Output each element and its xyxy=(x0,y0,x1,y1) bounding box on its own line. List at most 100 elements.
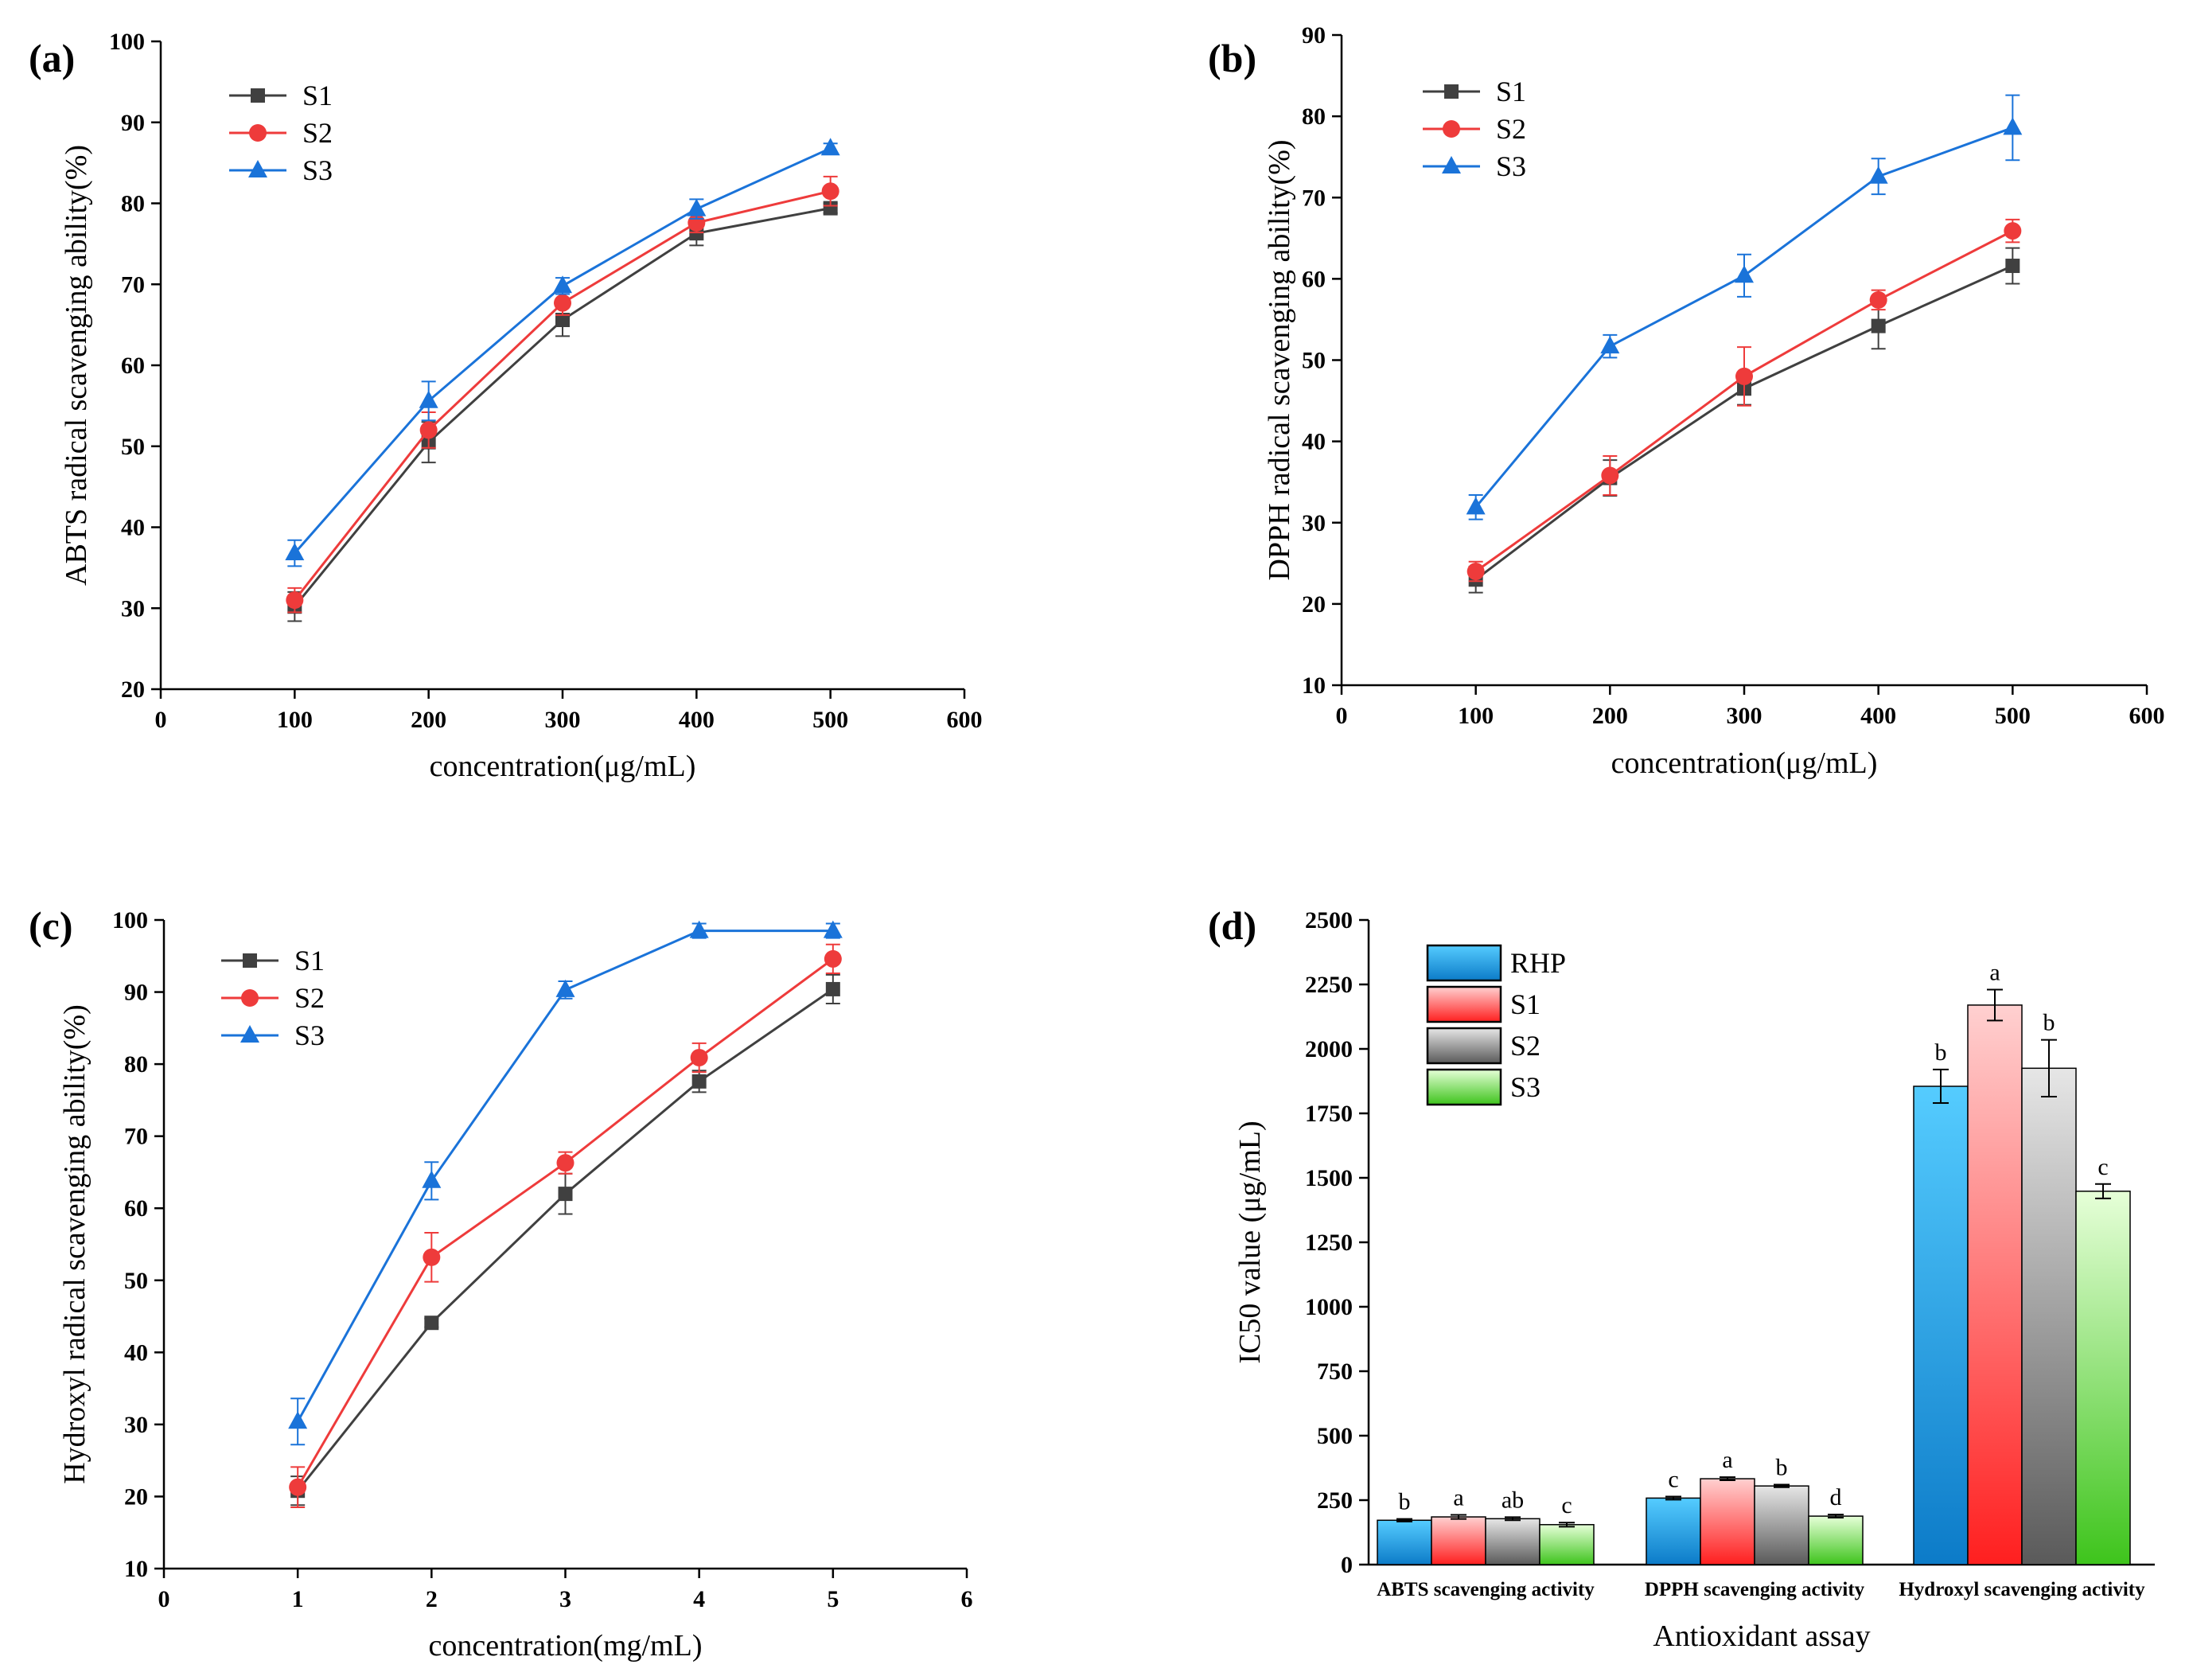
legend-label-s2: S2 xyxy=(1496,113,1526,145)
legend-marker-s2 xyxy=(249,124,267,142)
x-tick-label: 6 xyxy=(961,1586,973,1612)
legend-marker-s2 xyxy=(241,989,259,1007)
significance-letter: b xyxy=(1935,1039,1947,1066)
data-point-s3 xyxy=(1466,497,1486,515)
bar-s1 xyxy=(1700,1478,1755,1565)
legend-label-rhp: RHP xyxy=(1510,947,1566,979)
legend-swatch-s2 xyxy=(1426,1027,1502,1065)
data-point-s3 xyxy=(687,198,707,216)
legend-label-s3: S3 xyxy=(302,154,333,186)
legend-swatch-s3 xyxy=(1426,1068,1502,1106)
data-point-s1 xyxy=(558,1187,573,1202)
x-tick-label: 5 xyxy=(827,1586,839,1612)
y-tick-label: 30 xyxy=(124,1412,148,1438)
panel-label-c: (c) xyxy=(29,903,73,948)
y-tick-label: 20 xyxy=(121,676,145,703)
category-label: Hydroxyl scavenging activity xyxy=(1899,1579,2145,1600)
x-tick-label: 400 xyxy=(679,707,715,733)
y-tick-label: 80 xyxy=(1302,103,1326,130)
bar-s2 xyxy=(1485,1518,1540,1565)
y-tick-label: 1250 xyxy=(1305,1230,1353,1256)
bar-s1 xyxy=(1431,1516,1486,1565)
data-point-s2 xyxy=(1735,367,1753,385)
x-tick-label: 300 xyxy=(545,707,581,733)
y-axis-title: ABTS radical scavenging ability(%) xyxy=(60,145,93,586)
y-tick-label: 40 xyxy=(1302,429,1326,455)
y-tick-label: 2500 xyxy=(1305,907,1353,934)
y-tick-label: 2000 xyxy=(1305,1036,1353,1062)
x-tick-label: 400 xyxy=(1860,703,1896,729)
y-tick-label: 250 xyxy=(1317,1487,1353,1514)
data-point-s1 xyxy=(825,981,840,996)
y-tick-label: 500 xyxy=(1317,1423,1353,1449)
x-tick-label: 500 xyxy=(812,707,848,733)
chart-panel-c: (c) 10 20 30 40 50 60 70 80 90 100 0 1 2 3 4 5 6 concentr… xyxy=(29,903,973,1662)
significance-letter: a xyxy=(1722,1447,1732,1473)
y-tick-label: 80 xyxy=(124,1051,148,1078)
data-point-s2 xyxy=(690,1048,708,1066)
bar-rhp xyxy=(1377,1519,1432,1565)
y-tick-label: 20 xyxy=(124,1483,148,1510)
data-point-s2 xyxy=(824,949,842,968)
x-tick-label: 600 xyxy=(2129,703,2165,729)
data-point-s2 xyxy=(1869,290,1887,309)
data-point-s3 xyxy=(1600,336,1620,354)
legend-marker-s3 xyxy=(240,1025,259,1043)
bar-rhp xyxy=(1646,1497,1701,1565)
significance-letter: b xyxy=(2043,1010,2055,1036)
legend-label-s3: S3 xyxy=(1496,150,1526,182)
y-tick-label: 40 xyxy=(124,1339,148,1366)
data-point-s3 xyxy=(1868,166,1888,184)
series-line-s3 xyxy=(1474,127,2013,509)
legend-marker-s1 xyxy=(251,88,265,103)
y-tick-label: 90 xyxy=(124,980,148,1006)
y-tick-label: 100 xyxy=(109,29,145,55)
series-line-s1 xyxy=(1474,264,2013,581)
y-tick-label: 40 xyxy=(121,515,145,541)
y-tick-label: 60 xyxy=(1302,266,1326,292)
legend-label-s2: S2 xyxy=(294,982,325,1014)
y-tick-label: 50 xyxy=(121,434,145,460)
legend-marker-s3 xyxy=(248,160,267,177)
panel-label-b: (b) xyxy=(1208,36,1256,80)
data-point-s3 xyxy=(285,543,305,561)
bar-s2 xyxy=(2021,1067,2077,1565)
y-tick-label: 60 xyxy=(124,1195,148,1222)
data-point-s1 xyxy=(823,201,838,216)
y-tick-label: 0 xyxy=(1341,1552,1353,1578)
y-tick-label: 70 xyxy=(1302,185,1326,211)
data-point-s2 xyxy=(556,1154,575,1172)
x-tick-label: 0 xyxy=(158,1586,170,1612)
legend-label-s1: S1 xyxy=(302,80,333,111)
data-point-s2 xyxy=(419,421,438,439)
panel-label-d: (d) xyxy=(1208,903,1256,948)
y-tick-label: 1500 xyxy=(1305,1165,1353,1191)
legend-label-s1: S1 xyxy=(1510,988,1540,1020)
y-tick-label: 30 xyxy=(1302,510,1326,536)
significance-letter: a xyxy=(1453,1484,1463,1510)
series-line-s2 xyxy=(296,957,834,1488)
y-axis-title: IC50 value (μg/mL) xyxy=(1233,1121,1267,1363)
y-tick-label: 2250 xyxy=(1305,972,1353,998)
x-tick-label: 200 xyxy=(1592,703,1628,729)
y-tick-label: 20 xyxy=(1302,591,1326,618)
series-line-s1 xyxy=(296,988,834,1492)
x-axis-title: concentration(μg/mL) xyxy=(1611,746,1878,780)
data-point-s3 xyxy=(553,275,572,294)
data-point-s2 xyxy=(289,1478,307,1496)
data-point-s3 xyxy=(689,920,709,938)
y-tick-label: 90 xyxy=(1302,22,1326,49)
legend-label-s2: S2 xyxy=(302,117,333,149)
data-point-s2 xyxy=(1466,563,1485,581)
data-point-s2 xyxy=(1601,466,1619,485)
x-tick-label: 1 xyxy=(292,1586,304,1612)
x-tick-label: 100 xyxy=(277,707,313,733)
y-tick-label: 60 xyxy=(121,353,145,379)
data-point-s3 xyxy=(422,1170,442,1188)
significance-letter: c xyxy=(2097,1154,2108,1180)
legend-label-s3: S3 xyxy=(294,1019,325,1051)
legend-swatch-s1 xyxy=(1426,985,1502,1023)
y-tick-label: 750 xyxy=(1317,1358,1353,1385)
data-point-s3 xyxy=(288,1411,308,1429)
y-tick-label: 90 xyxy=(121,110,145,136)
